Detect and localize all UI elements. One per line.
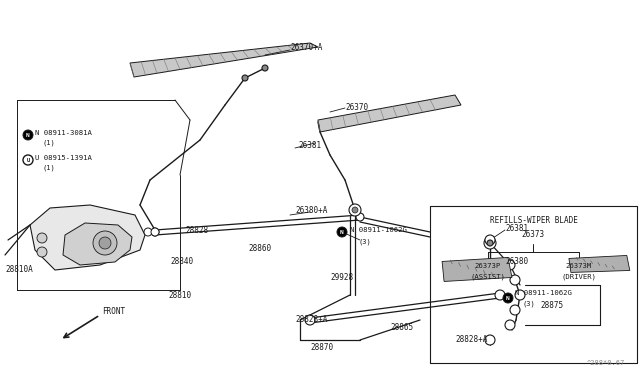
Circle shape [144,228,152,236]
Circle shape [151,228,159,236]
Text: (3): (3) [358,239,371,245]
Circle shape [349,204,361,216]
Text: N: N [26,132,30,138]
Text: (DRIVER): (DRIVER) [561,273,596,280]
Text: 28810A: 28810A [5,266,33,275]
Text: (1): (1) [42,165,55,171]
Text: 28840: 28840 [170,257,193,266]
Text: 29928: 29928 [330,273,353,282]
Circle shape [37,247,47,257]
Circle shape [356,213,364,221]
Polygon shape [63,223,132,265]
Circle shape [487,240,493,246]
Text: U: U [26,157,29,163]
Circle shape [485,235,495,245]
Text: (ASSIST): (ASSIST) [470,273,506,280]
Text: (1): (1) [42,140,55,146]
Text: 26373M: 26373M [566,263,592,269]
Text: ^288*0.67: ^288*0.67 [587,360,625,366]
Text: N 08911-1062G: N 08911-1062G [350,227,407,233]
Text: 26370: 26370 [345,103,368,112]
Circle shape [93,231,117,255]
Circle shape [23,155,33,165]
Text: REFILLS-WIPER BLADE: REFILLS-WIPER BLADE [490,216,577,225]
Circle shape [23,130,33,140]
Text: 28875: 28875 [540,301,563,310]
Circle shape [352,207,358,213]
Circle shape [262,65,268,71]
Circle shape [151,228,159,236]
Text: U 08915-1391A: U 08915-1391A [35,155,92,161]
Text: N 08911-1062G: N 08911-1062G [515,290,572,296]
Text: 28828+A: 28828+A [295,315,328,324]
Polygon shape [318,95,461,132]
Text: 26381: 26381 [298,141,321,150]
Circle shape [484,237,496,249]
Text: 26373P: 26373P [475,263,501,269]
Text: 26370+A: 26370+A [290,42,323,51]
Polygon shape [569,256,630,272]
Circle shape [505,320,515,330]
Circle shape [510,275,520,285]
Text: N 08911-3081A: N 08911-3081A [35,130,92,136]
Polygon shape [130,43,318,77]
Circle shape [505,260,515,270]
Text: 26380: 26380 [505,257,528,266]
Circle shape [495,290,505,300]
Text: 28860: 28860 [248,244,271,253]
Circle shape [485,335,495,345]
Text: 28870: 28870 [310,343,333,353]
Text: 28865: 28865 [390,324,413,333]
Text: (3): (3) [523,301,536,307]
Text: 26380+A: 26380+A [295,205,328,215]
Text: FRONT: FRONT [102,308,125,317]
Circle shape [99,237,111,249]
Polygon shape [30,205,145,270]
Text: 28828: 28828 [185,225,208,234]
Circle shape [515,290,525,300]
Circle shape [337,227,347,237]
Circle shape [242,75,248,81]
Circle shape [37,233,47,243]
Circle shape [503,293,513,303]
Text: 28828+A: 28828+A [455,336,488,344]
Text: 26381: 26381 [505,224,528,232]
Text: 28810: 28810 [168,291,191,299]
Text: N: N [340,230,344,234]
Circle shape [305,315,315,325]
Circle shape [510,305,520,315]
Polygon shape [442,257,512,282]
Text: N: N [506,295,510,301]
Text: 26373: 26373 [522,230,545,239]
